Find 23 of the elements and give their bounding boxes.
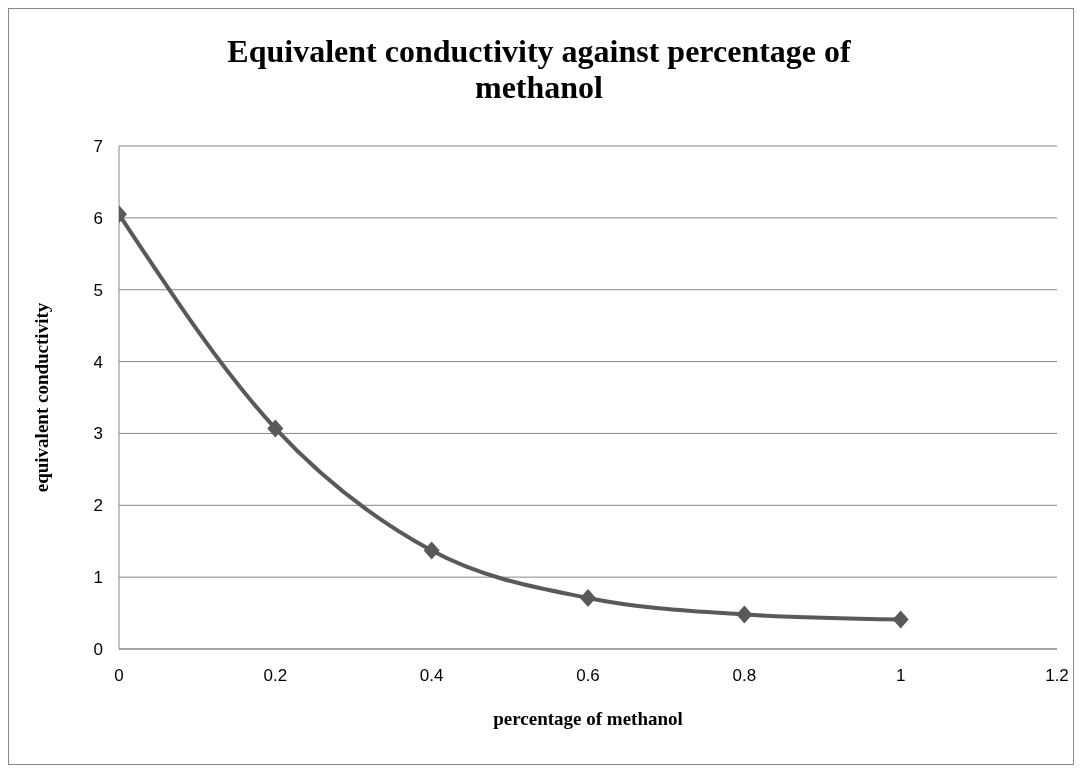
point — [267, 419, 284, 438]
point — [892, 610, 909, 629]
x-tick-label: 0.2 — [263, 666, 288, 686]
x-tick-label: 0.8 — [732, 666, 757, 686]
y-tick-label: 6 — [93, 208, 103, 228]
y-tick-label: 1 — [93, 568, 103, 588]
x-tick-label: 1 — [895, 666, 906, 686]
x-tick-label: 1.2 — [1045, 666, 1069, 686]
y-tick-label: 2 — [93, 496, 103, 516]
y-tick-label: 5 — [93, 280, 103, 300]
y-tick-label: 7 — [93, 137, 103, 157]
x-tick-label: 0.6 — [576, 666, 600, 686]
x-tick-label: 0.4 — [419, 666, 444, 686]
x-tick-label: 0 — [114, 666, 124, 686]
point — [423, 541, 440, 560]
y-tick-label: 3 — [93, 424, 103, 444]
point — [736, 605, 753, 624]
point — [580, 588, 596, 607]
y-tick-label: 4 — [93, 352, 103, 372]
chart-title: Equivalent conductivity against percentage of methanol — [226, 33, 852, 105]
x-axis-title: percentage of methanol — [493, 708, 683, 729]
y-tick-label: 0 — [93, 640, 103, 660]
y-axis-title: equivalent conductivity — [30, 302, 52, 493]
